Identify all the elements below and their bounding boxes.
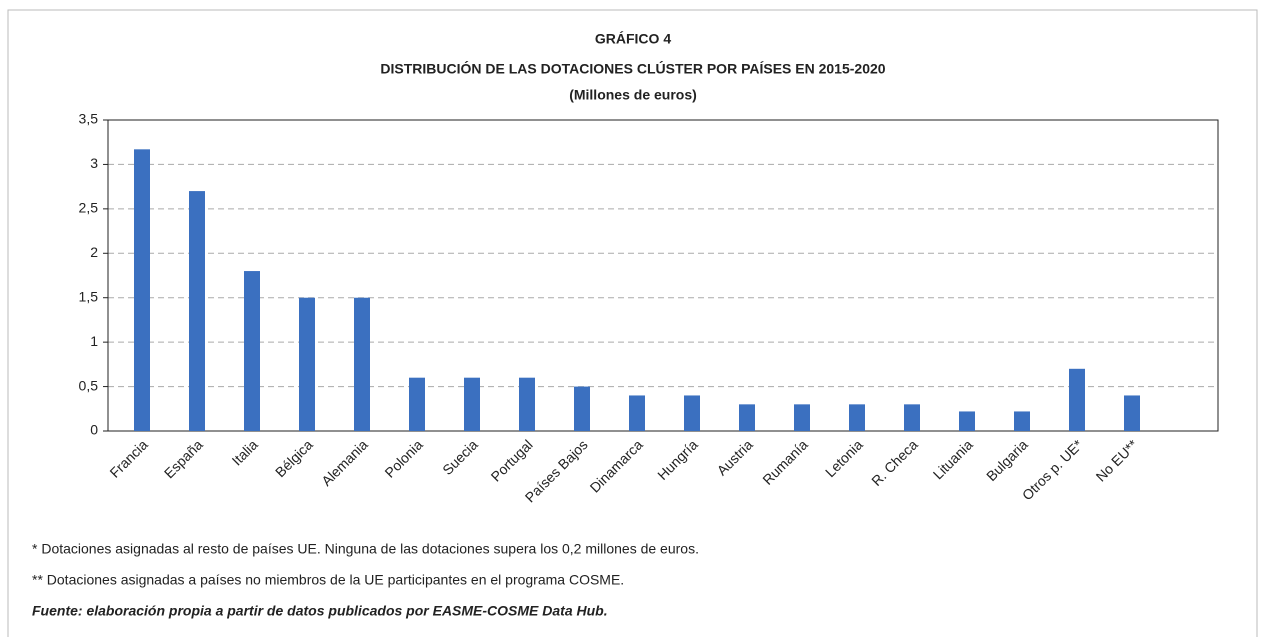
x-tick-label: Bulgaria: [983, 436, 1031, 484]
y-tick-label: 0: [90, 422, 98, 438]
bar: [904, 404, 920, 431]
bar: [354, 297, 370, 431]
y-tick-label: 1: [90, 333, 98, 349]
bar: [794, 404, 810, 431]
y-tick-label: 3: [90, 155, 98, 171]
bar: [299, 297, 315, 431]
x-tick-label: Hungría: [654, 436, 701, 483]
x-tick-label: Polonia: [381, 436, 425, 480]
bar: [464, 377, 480, 431]
x-tick-label: Letonia: [822, 436, 866, 480]
bar: [1124, 395, 1140, 431]
y-tick-label: 2: [90, 244, 98, 260]
plot-area: [107, 119, 1219, 432]
bar: [849, 404, 865, 431]
footnote: ** Dotaciones asignadas a países no miem…: [32, 572, 624, 588]
bar: [409, 377, 425, 431]
x-tick-label: Portugal: [488, 436, 536, 484]
x-tick-label: Bélgica: [272, 436, 316, 480]
bar: [244, 271, 260, 431]
x-tick-label: Suecia: [439, 436, 481, 478]
y-tick-label: 3,5: [79, 111, 99, 127]
x-tick-label: Dinamarca: [587, 436, 646, 495]
y-tick-label: 2,5: [79, 200, 99, 216]
bar: [189, 191, 205, 431]
x-tick-label: Lituania: [930, 436, 976, 482]
bar: [519, 377, 535, 431]
x-tick-label: Francia: [106, 436, 150, 480]
bar: [959, 411, 975, 431]
x-tick-label: Alemania: [318, 436, 371, 489]
bar: [684, 395, 700, 431]
footnote: * Dotaciones asignadas al resto de paíse…: [32, 541, 699, 557]
bar: [574, 386, 590, 431]
bar: [134, 149, 150, 431]
bar: [1069, 368, 1085, 431]
bar: [1014, 411, 1030, 431]
x-tick-label: Rumanía: [759, 436, 811, 488]
x-tick-label: Italia: [229, 436, 261, 468]
bar: [629, 395, 645, 431]
x-tick-label: Austria: [714, 436, 756, 478]
bar: [739, 404, 755, 431]
source: Fuente: elaboración propia a partir de d…: [32, 603, 608, 619]
y-tick-label: 0,5: [79, 377, 99, 393]
x-tick-label: No EU**: [1093, 436, 1142, 485]
frame: [7, 9, 1258, 637]
x-tick-label: España: [161, 436, 206, 481]
x-tick-label: R. Checa: [868, 436, 921, 489]
unit-label: (Millones de euros): [569, 87, 697, 103]
chart-title: GRÁFICO 4: [595, 31, 671, 47]
y-tick-label: 1,5: [79, 288, 99, 304]
chart-subtitle: DISTRIBUCIÓN DE LAS DOTACIONES CLÚSTER P…: [380, 60, 885, 77]
